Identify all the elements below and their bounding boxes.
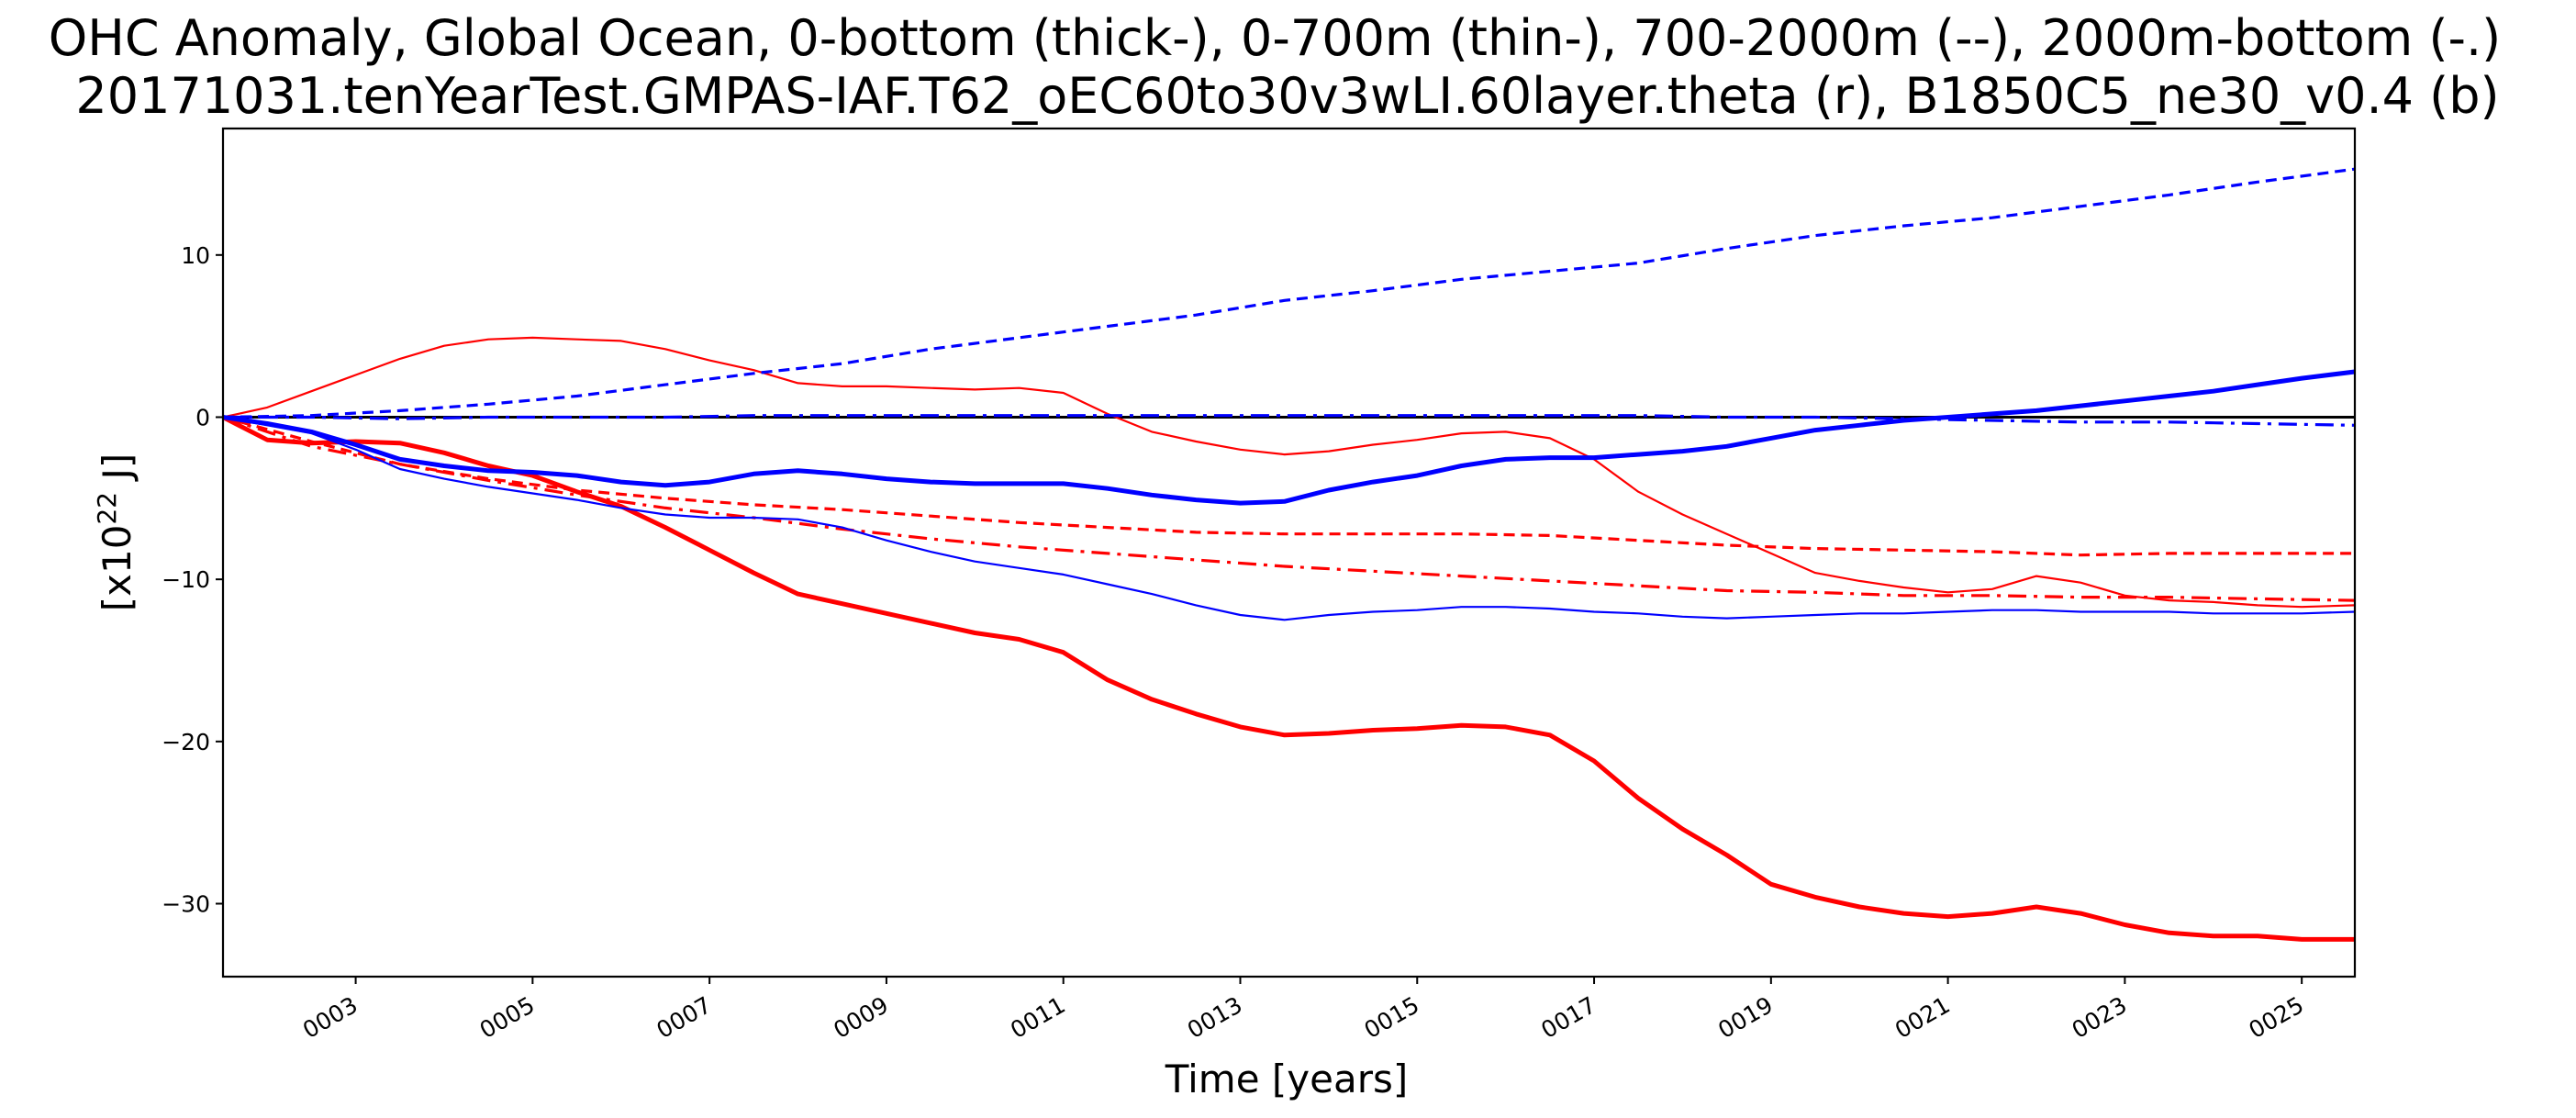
y-axis-label-base: [x10: [95, 525, 139, 612]
x-tick-label: 0013: [1183, 991, 1247, 1044]
x-tick-label: 0015: [1360, 991, 1424, 1044]
x-tick-label: 0017: [1536, 991, 1600, 1044]
y-axis: 10 0 −10 −20 −30: [162, 242, 223, 917]
y-axis-label: [x1022 J]: [92, 453, 139, 611]
y-tick-label: −30: [162, 890, 210, 917]
series-line-2: [222, 415, 2355, 557]
y-axis-label-unit: J]: [95, 453, 139, 492]
plot-area: 0003 0005 0007 0009 0011 0013 0015 0017 0019 0021…: [162, 127, 2357, 1044]
y-tick-label: 0: [195, 404, 210, 430]
x-tick-label: 0007: [652, 991, 717, 1044]
series-line-3: [222, 415, 2356, 602]
series-line-0: [221, 415, 2355, 942]
y-tick-label: −10: [162, 566, 210, 593]
y-tick-label: −20: [162, 729, 210, 755]
x-axis-label: Time [years]: [1165, 1057, 1409, 1101]
series-line-1: [222, 336, 2356, 609]
y-tick-label: 10: [181, 242, 210, 269]
x-tick-label: 0019: [1713, 991, 1778, 1044]
x-tick-label: 0023: [2068, 991, 2132, 1044]
y-axis-label-exponent: 22: [92, 492, 122, 525]
x-tick-label: 0003: [298, 991, 362, 1044]
x-axis: 0003 0005 0007 0009 0011 0013 0015 0017 0019 0021…: [298, 977, 2308, 1044]
series-line-4: [222, 369, 2356, 506]
x-tick-label: 0005: [475, 991, 540, 1044]
x-tick-label: 0025: [2245, 991, 2309, 1044]
series-line-6: [222, 167, 2356, 419]
chart-subtitle: 20171031.tenYearTest.GMPAS-IAF.T62_oEC60…: [75, 67, 2499, 125]
chart-title: OHC Anomaly, Global Ocean, 0-bottom (thi…: [49, 9, 2501, 67]
plot-frame: [221, 127, 2357, 978]
series-layer: [221, 167, 2356, 942]
x-tick-label: 0021: [1890, 991, 1955, 1044]
series-line-7: [223, 414, 2356, 427]
series-line-5: [222, 416, 2356, 621]
x-tick-label: 0009: [829, 991, 893, 1044]
x-tick-label: 0011: [1006, 991, 1070, 1044]
